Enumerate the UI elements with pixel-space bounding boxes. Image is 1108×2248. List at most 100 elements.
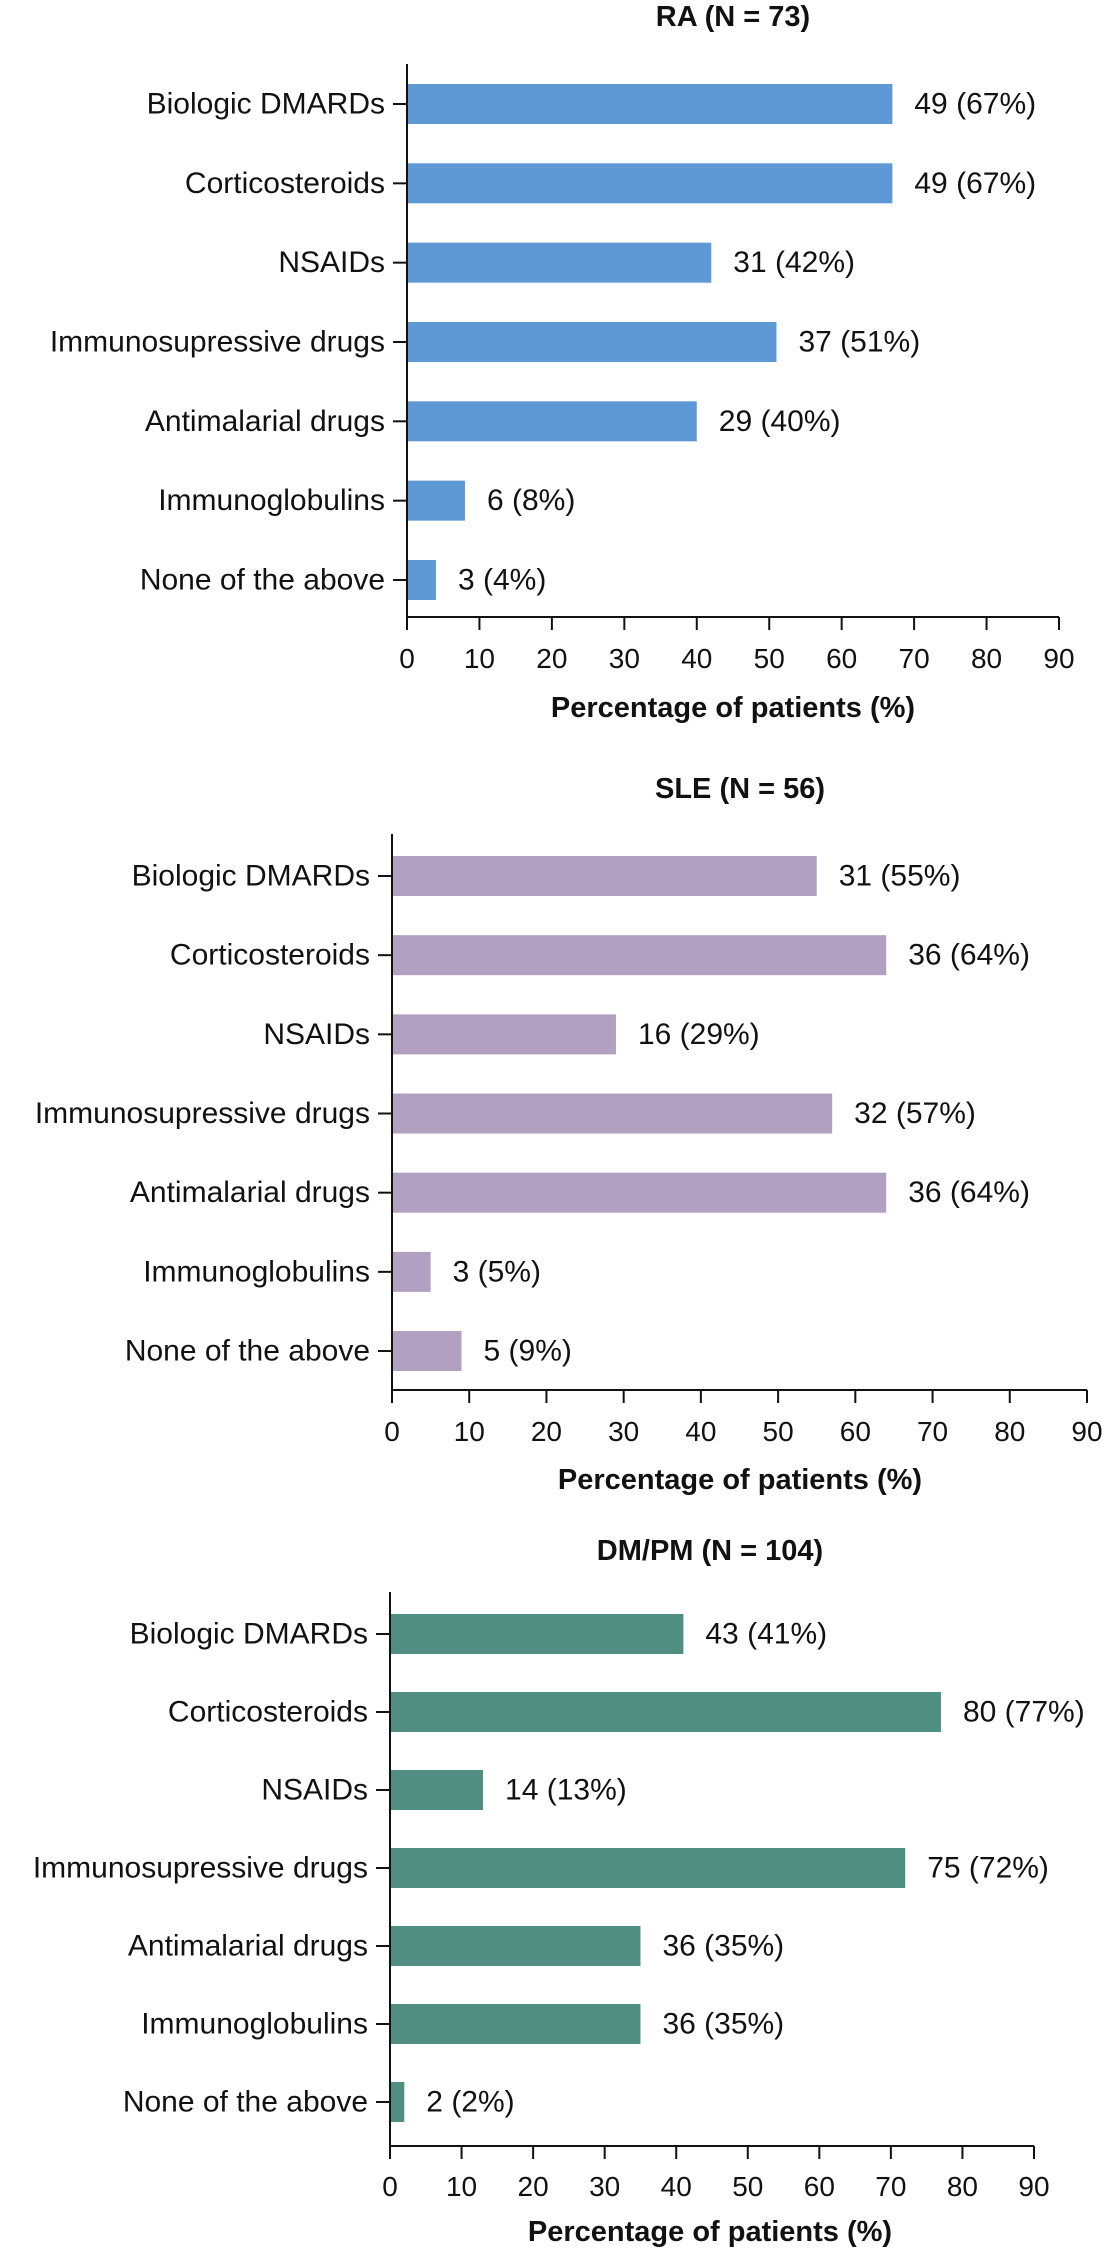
bar <box>390 1692 941 1732</box>
bar <box>407 163 893 204</box>
x-tick-label: 30 <box>609 643 640 674</box>
chart-title: SLE (N = 56) <box>655 773 825 805</box>
data-label: 31 (55%) <box>839 860 961 893</box>
category-label: Immunoglobulins <box>141 2008 368 2041</box>
data-label: 49 (67%) <box>914 167 1036 200</box>
x-tick-label: 20 <box>536 643 567 674</box>
category-label: NSAIDs <box>263 1018 370 1051</box>
x-tick-label: 50 <box>732 2171 763 2202</box>
x-tick-label: 50 <box>763 1416 794 1447</box>
data-label: 16 (29%) <box>638 1018 760 1051</box>
category-label: Immunoglobulins <box>158 484 385 517</box>
bar <box>390 2082 405 2122</box>
bar <box>392 1093 833 1134</box>
data-label: 3 (4%) <box>458 563 546 596</box>
category-label: Immunoglobulins <box>143 1255 370 1288</box>
category-label: Corticosteroids <box>185 167 385 200</box>
x-tick-label: 70 <box>875 2171 906 2202</box>
x-tick-label: 80 <box>994 1416 1025 1447</box>
bar <box>392 1172 887 1213</box>
category-label: None of the above <box>140 563 385 596</box>
x-tick-label: 90 <box>1018 2171 1049 2202</box>
bar <box>392 1251 431 1292</box>
category-label: None of the above <box>125 1335 370 1368</box>
x-tick-label: 60 <box>804 2171 835 2202</box>
x-tick-label: 90 <box>1043 643 1074 674</box>
bar <box>390 1926 641 1966</box>
x-tick-label: 40 <box>685 1416 716 1447</box>
bar <box>407 401 697 442</box>
x-tick-label: 30 <box>608 1416 639 1447</box>
data-label: 36 (35%) <box>662 2008 784 2041</box>
category-label: Immunosupressive drugs <box>50 325 385 358</box>
bar <box>392 935 887 976</box>
x-tick-label: 0 <box>382 2171 398 2202</box>
data-label: 37 (51%) <box>798 325 920 358</box>
bar <box>390 1848 906 1888</box>
category-label: NSAIDs <box>278 246 385 279</box>
chart-panel-dmpm: DM/PM (N = 104) Biologic DMARDs 43 (41%) Co… <box>33 1535 1085 2248</box>
x-tick-label: 30 <box>589 2171 620 2202</box>
category-label: Corticosteroids <box>170 939 370 972</box>
bar <box>390 2004 641 2044</box>
bar <box>390 1770 484 1810</box>
data-label: 36 (64%) <box>908 1176 1030 1209</box>
chart-panel-ra: RA (N = 73) Biologic DMARDs 49 (67%) Cortic… <box>50 1 1075 724</box>
x-axis-label: Percentage of patients (%) <box>528 2216 892 2248</box>
category-label: Biologic DMARDs <box>130 1618 368 1651</box>
x-tick-label: 0 <box>384 1416 400 1447</box>
bar <box>407 321 777 362</box>
x-tick-label: 10 <box>446 2171 477 2202</box>
x-tick-label: 40 <box>681 643 712 674</box>
category-label: Antimalarial drugs <box>128 1930 368 1963</box>
data-label: 80 (77%) <box>963 1696 1085 1729</box>
bar <box>407 480 465 521</box>
data-label: 32 (57%) <box>854 1097 976 1130</box>
x-tick-label: 10 <box>464 643 495 674</box>
x-tick-label: 80 <box>971 643 1002 674</box>
x-tick-label: 80 <box>947 2171 978 2202</box>
x-tick-label: 40 <box>661 2171 692 2202</box>
bar <box>407 84 893 124</box>
bar <box>392 856 817 896</box>
category-label: Corticosteroids <box>168 1696 368 1729</box>
category-label: Antimalarial drugs <box>145 405 385 438</box>
bar <box>390 1614 684 1654</box>
bar <box>407 559 436 600</box>
data-label: 43 (41%) <box>705 1618 827 1651</box>
x-tick-label: 70 <box>899 643 930 674</box>
data-label: 5 (9%) <box>484 1335 572 1368</box>
category-label: Biologic DMARDs <box>147 88 385 121</box>
x-tick-label: 20 <box>518 2171 549 2202</box>
chart-panel-sle: SLE (N = 56) Biologic DMARDs 31 (55%) Corti… <box>35 773 1103 1496</box>
category-label: Antimalarial drugs <box>130 1176 370 1209</box>
x-tick-label: 20 <box>531 1416 562 1447</box>
category-label: Immunosupressive drugs <box>33 1852 368 1885</box>
x-tick-label: 0 <box>399 643 415 674</box>
data-label: 2 (2%) <box>426 2086 514 2119</box>
category-label: Immunosupressive drugs <box>35 1097 370 1130</box>
data-label: 14 (13%) <box>505 1774 627 1807</box>
x-axis-label: Percentage of patients (%) <box>558 1464 922 1496</box>
bar <box>392 1331 462 1372</box>
data-label: 36 (35%) <box>662 1930 784 1963</box>
category-label: NSAIDs <box>261 1774 368 1807</box>
data-label: 31 (42%) <box>733 246 855 279</box>
data-label: 36 (64%) <box>908 939 1030 972</box>
category-label: Biologic DMARDs <box>132 860 370 893</box>
data-label: 75 (72%) <box>927 1852 1049 1885</box>
x-tick-label: 60 <box>826 643 857 674</box>
category-label: None of the above <box>123 2086 368 2119</box>
chart-title: DM/PM (N = 104) <box>597 1535 823 1567</box>
data-label: 49 (67%) <box>914 88 1036 121</box>
data-label: 29 (40%) <box>719 405 841 438</box>
x-tick-label: 90 <box>1071 1416 1102 1447</box>
x-tick-label: 70 <box>917 1416 948 1447</box>
chart-title: RA (N = 73) <box>656 1 810 33</box>
bar <box>407 242 712 283</box>
bar <box>392 1014 616 1055</box>
data-label: 3 (5%) <box>453 1255 541 1288</box>
data-label: 6 (8%) <box>487 484 575 517</box>
x-tick-label: 10 <box>454 1416 485 1447</box>
